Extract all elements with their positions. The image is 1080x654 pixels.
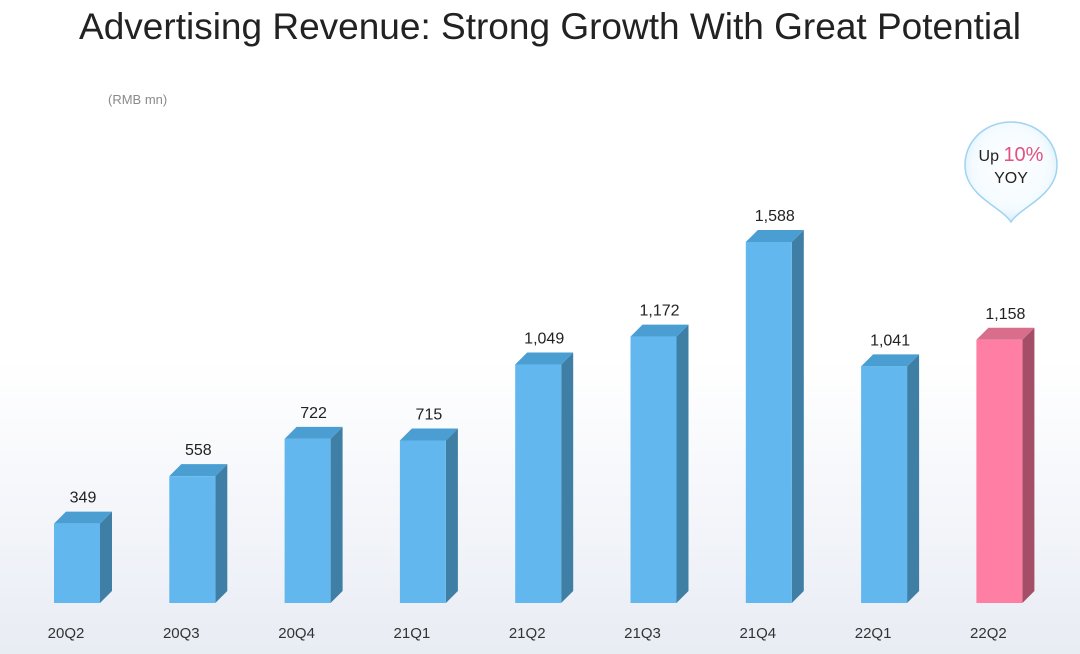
page-title: Advertising Revenue: Strong Growth With … xyxy=(79,6,1021,47)
bar-22Q2 xyxy=(976,339,1023,603)
x-tick-22Q2: 22Q2 xyxy=(970,625,1007,642)
bar-20Q4 xyxy=(284,438,331,603)
data-label-22Q2: 1,158 xyxy=(985,306,1025,323)
callout-suffix: YOY xyxy=(994,170,1028,187)
x-tick-20Q4: 20Q4 xyxy=(278,625,315,642)
x-tick-21Q4: 21Q4 xyxy=(739,625,776,642)
bar-side-21Q2 xyxy=(561,352,574,603)
data-label-20Q3: 558 xyxy=(185,442,212,459)
bar-top-21Q1 xyxy=(399,428,458,441)
bar-side-20Q2 xyxy=(100,511,112,603)
bar-20Q2 xyxy=(54,523,100,603)
unit-label: (RMB mn) xyxy=(108,92,168,107)
bar-side-20Q4 xyxy=(330,426,343,603)
bar-side-22Q1 xyxy=(907,354,920,603)
bar-side-22Q2 xyxy=(1022,327,1035,603)
x-tick-20Q3: 20Q3 xyxy=(163,625,200,642)
bar-side-20Q3 xyxy=(215,464,228,603)
bar-top-22Q1 xyxy=(861,354,920,367)
data-label-21Q4: 1,588 xyxy=(755,208,795,225)
yoy-callout: Up 10% YOY xyxy=(962,144,1060,190)
yoy-callout-bubble xyxy=(964,121,1058,224)
data-label-21Q3: 1,172 xyxy=(639,303,679,320)
bar-22Q1 xyxy=(861,366,908,603)
bar-21Q1 xyxy=(399,440,446,603)
bar-side-21Q1 xyxy=(445,428,458,603)
bar-top-22Q2 xyxy=(976,327,1035,340)
bar-top-20Q3 xyxy=(169,464,228,477)
x-tick-21Q1: 21Q1 xyxy=(394,625,431,642)
x-tick-21Q3: 21Q3 xyxy=(624,625,661,642)
bar-top-20Q2 xyxy=(54,511,112,524)
data-label-21Q1: 715 xyxy=(416,406,443,423)
bar-top-20Q4 xyxy=(284,426,343,439)
bar-21Q2 xyxy=(515,364,562,603)
bar-20Q3 xyxy=(169,476,216,603)
data-label-22Q1: 1,041 xyxy=(870,332,910,349)
bar-21Q4 xyxy=(745,242,792,603)
bar-side-21Q3 xyxy=(676,324,689,603)
bar-side-21Q4 xyxy=(791,230,804,603)
bar-21Q3 xyxy=(630,336,677,603)
bar-top-21Q2 xyxy=(515,352,574,365)
x-tick-22Q1: 22Q1 xyxy=(855,625,892,642)
data-label-20Q4: 722 xyxy=(300,405,327,422)
data-label-20Q2: 349 xyxy=(70,490,97,507)
bar-top-21Q3 xyxy=(630,324,689,337)
data-label-21Q2: 1,049 xyxy=(524,331,564,348)
bar-top-21Q4 xyxy=(745,230,804,242)
x-tick-21Q2: 21Q2 xyxy=(509,625,546,642)
callout-prefix: Up xyxy=(978,148,999,165)
callout-percent: 10% xyxy=(1003,144,1044,166)
x-tick-20Q2: 20Q2 xyxy=(48,625,85,642)
